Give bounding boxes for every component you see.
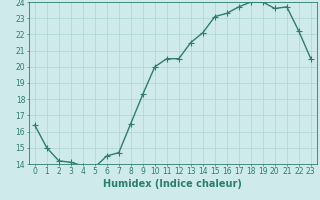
X-axis label: Humidex (Indice chaleur): Humidex (Indice chaleur) bbox=[103, 179, 242, 189]
